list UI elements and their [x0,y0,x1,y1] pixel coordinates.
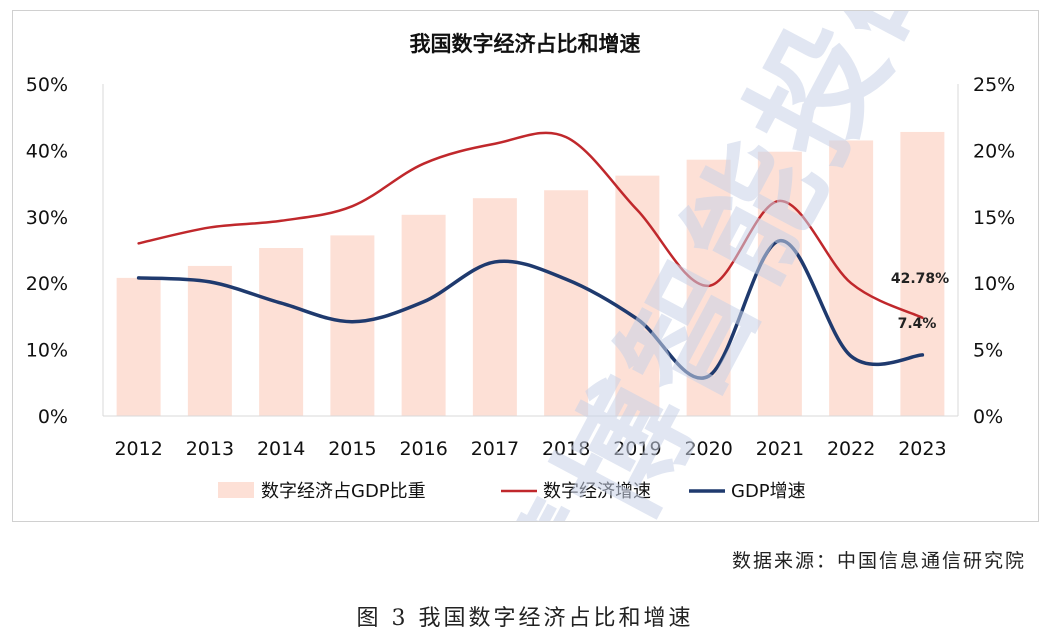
line-series-digital-economy-growth [137,131,924,319]
y-left-tick-label: 20% [26,273,68,295]
x-tick-label-2023: 2023 [898,438,946,460]
x-tick-label-2018: 2018 [542,438,590,460]
x-tick-label-2014: 2014 [257,438,305,460]
chart-title: 我国数字经济占比和增速 [410,32,641,56]
figure-caption: 图 3 我国数字经济占比和增速 [356,606,694,631]
x-tick-label-2017: 2017 [471,438,519,460]
bar-2023 [900,131,945,416]
data-label-share-2023: 42.78% [891,271,949,287]
bar-2021 [757,151,802,416]
bar-2015 [330,235,375,416]
bar-2017 [472,198,517,416]
y-left-tick-label: 40% [26,140,68,162]
legend-swatch-bar [218,482,254,498]
chart-frame: 我国数字经济占比和增速 0% 10% 20% 30% 40% 50% 0% 5% 10% 15% 2… [12,10,1039,522]
x-tick-label-2022: 2022 [827,438,875,460]
y-left-tick-label: 10% [26,340,68,362]
y-left-tick-label: 50% [26,74,68,96]
y-right-tick-label: 5% [973,340,1003,362]
bar-2016 [401,214,446,416]
line-series-gdp-growth [136,238,925,380]
legend-label-line-2: GDP增速 [731,481,806,502]
x-tick-label-2015: 2015 [328,438,376,460]
bar-2014 [259,248,304,416]
x-tick-label-2021: 2021 [756,438,804,460]
y-right-tick-label: 25% [973,74,1015,96]
legend-label-bar: 数字经济占GDP比重 [261,481,426,502]
y-left-tick-label: 30% [26,207,68,229]
y-left-tick-label: 0% [38,406,68,428]
y-right-tick-label: 15% [973,207,1015,229]
x-tick-label-2020: 2020 [684,438,732,460]
x-tick-label-2019: 2019 [613,438,661,460]
x-tick-label-2016: 2016 [399,438,447,460]
bar-2019 [615,175,660,416]
bar-2012 [116,277,161,416]
bar-2018 [544,190,589,416]
y-right-tick-label: 20% [973,140,1015,162]
y-right-tick-label: 10% [973,273,1015,295]
chart-svg: 我国数字经济占比和增速 0% 10% 20% 30% 40% 50% 0% 5% 10% 15% 2… [26,11,1015,521]
data-label-growth-2023: 7.4% [898,316,937,332]
legend-label-line-1: 数字经济增速 [543,481,651,502]
bar-2020 [686,159,731,417]
source-note: 数据来源：中国信息通信研究院 [731,550,1026,572]
x-tick-label-2012: 2012 [114,438,162,460]
bar-2022 [829,140,874,416]
x-tick-label-2013: 2013 [186,438,234,460]
y-right-tick-label: 0% [973,406,1003,428]
bar-2013 [187,265,232,416]
